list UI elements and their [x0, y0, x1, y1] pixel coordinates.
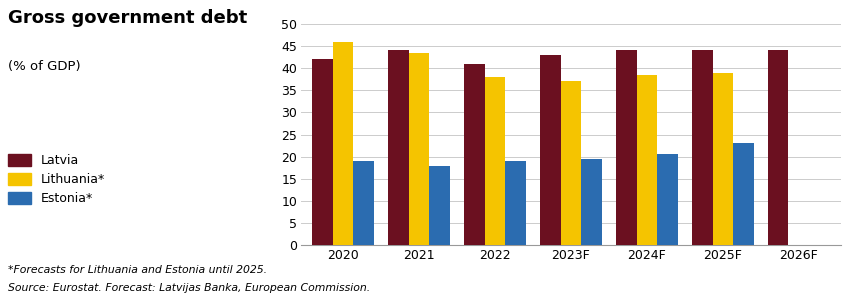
Bar	[430, 166, 450, 245]
Bar	[657, 155, 678, 245]
Bar	[733, 144, 754, 245]
Bar	[768, 51, 789, 245]
Text: Source: Eurostat. Forecast: Latvijas Banka, European Commission.: Source: Eurostat. Forecast: Latvijas Ban…	[8, 283, 371, 293]
Bar	[464, 64, 485, 245]
Bar	[485, 77, 505, 245]
Bar	[388, 51, 409, 245]
Bar	[616, 51, 637, 245]
Bar	[409, 53, 430, 245]
Bar	[582, 159, 602, 245]
Bar	[712, 73, 733, 245]
Bar	[312, 59, 333, 245]
Legend: Latvia, Lithuania*, Estonia*: Latvia, Lithuania*, Estonia*	[8, 154, 105, 205]
Bar	[637, 75, 657, 245]
Bar	[560, 81, 582, 245]
Bar	[692, 51, 712, 245]
Bar	[505, 161, 526, 245]
Text: (% of GDP): (% of GDP)	[8, 60, 82, 73]
Bar	[540, 55, 560, 245]
Bar	[353, 161, 374, 245]
Text: Gross government debt: Gross government debt	[8, 9, 248, 27]
Text: *Forecasts for Lithuania and Estonia until 2025.: *Forecasts for Lithuania and Estonia unt…	[8, 265, 267, 275]
Bar	[333, 42, 353, 245]
